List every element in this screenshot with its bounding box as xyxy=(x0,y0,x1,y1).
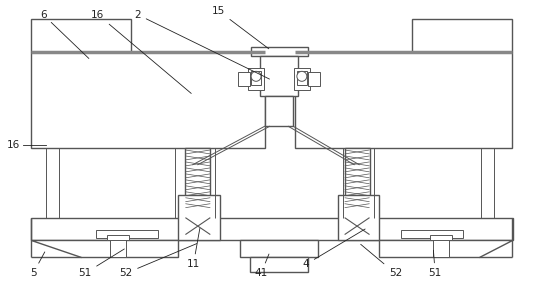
Bar xyxy=(265,96,293,126)
Text: 51: 51 xyxy=(78,249,124,278)
Text: 16: 16 xyxy=(91,10,191,94)
Bar xyxy=(338,195,379,240)
Polygon shape xyxy=(379,240,512,257)
Bar xyxy=(107,235,128,240)
Text: 6: 6 xyxy=(40,10,89,58)
Bar xyxy=(238,72,250,86)
Bar xyxy=(412,19,512,52)
Text: 4: 4 xyxy=(302,229,365,269)
Polygon shape xyxy=(31,240,178,257)
Bar xyxy=(96,230,158,238)
Bar xyxy=(110,238,126,257)
Bar xyxy=(250,257,308,272)
Bar xyxy=(178,195,220,240)
Bar xyxy=(31,52,265,148)
Bar xyxy=(251,71,261,85)
Text: 11: 11 xyxy=(187,228,200,269)
Bar xyxy=(185,148,210,218)
Text: 16: 16 xyxy=(7,140,20,150)
Text: 2: 2 xyxy=(134,10,269,79)
Bar xyxy=(294,68,310,90)
Bar xyxy=(248,68,264,90)
Circle shape xyxy=(297,71,307,81)
Bar xyxy=(345,148,370,218)
Bar xyxy=(31,19,131,52)
Circle shape xyxy=(251,71,261,81)
Bar xyxy=(295,52,512,148)
Bar xyxy=(240,240,318,257)
Bar xyxy=(433,238,449,257)
Text: 52: 52 xyxy=(361,244,402,278)
Bar xyxy=(251,47,308,56)
Bar xyxy=(308,72,320,86)
Bar xyxy=(260,56,298,96)
Bar xyxy=(430,235,452,240)
Text: 51: 51 xyxy=(429,250,442,278)
Text: 52: 52 xyxy=(119,244,197,278)
Bar xyxy=(31,218,513,240)
Bar xyxy=(402,230,463,238)
Text: 15: 15 xyxy=(211,6,269,49)
Text: 5: 5 xyxy=(30,252,45,278)
Text: 41: 41 xyxy=(254,254,269,278)
Bar xyxy=(297,71,307,85)
